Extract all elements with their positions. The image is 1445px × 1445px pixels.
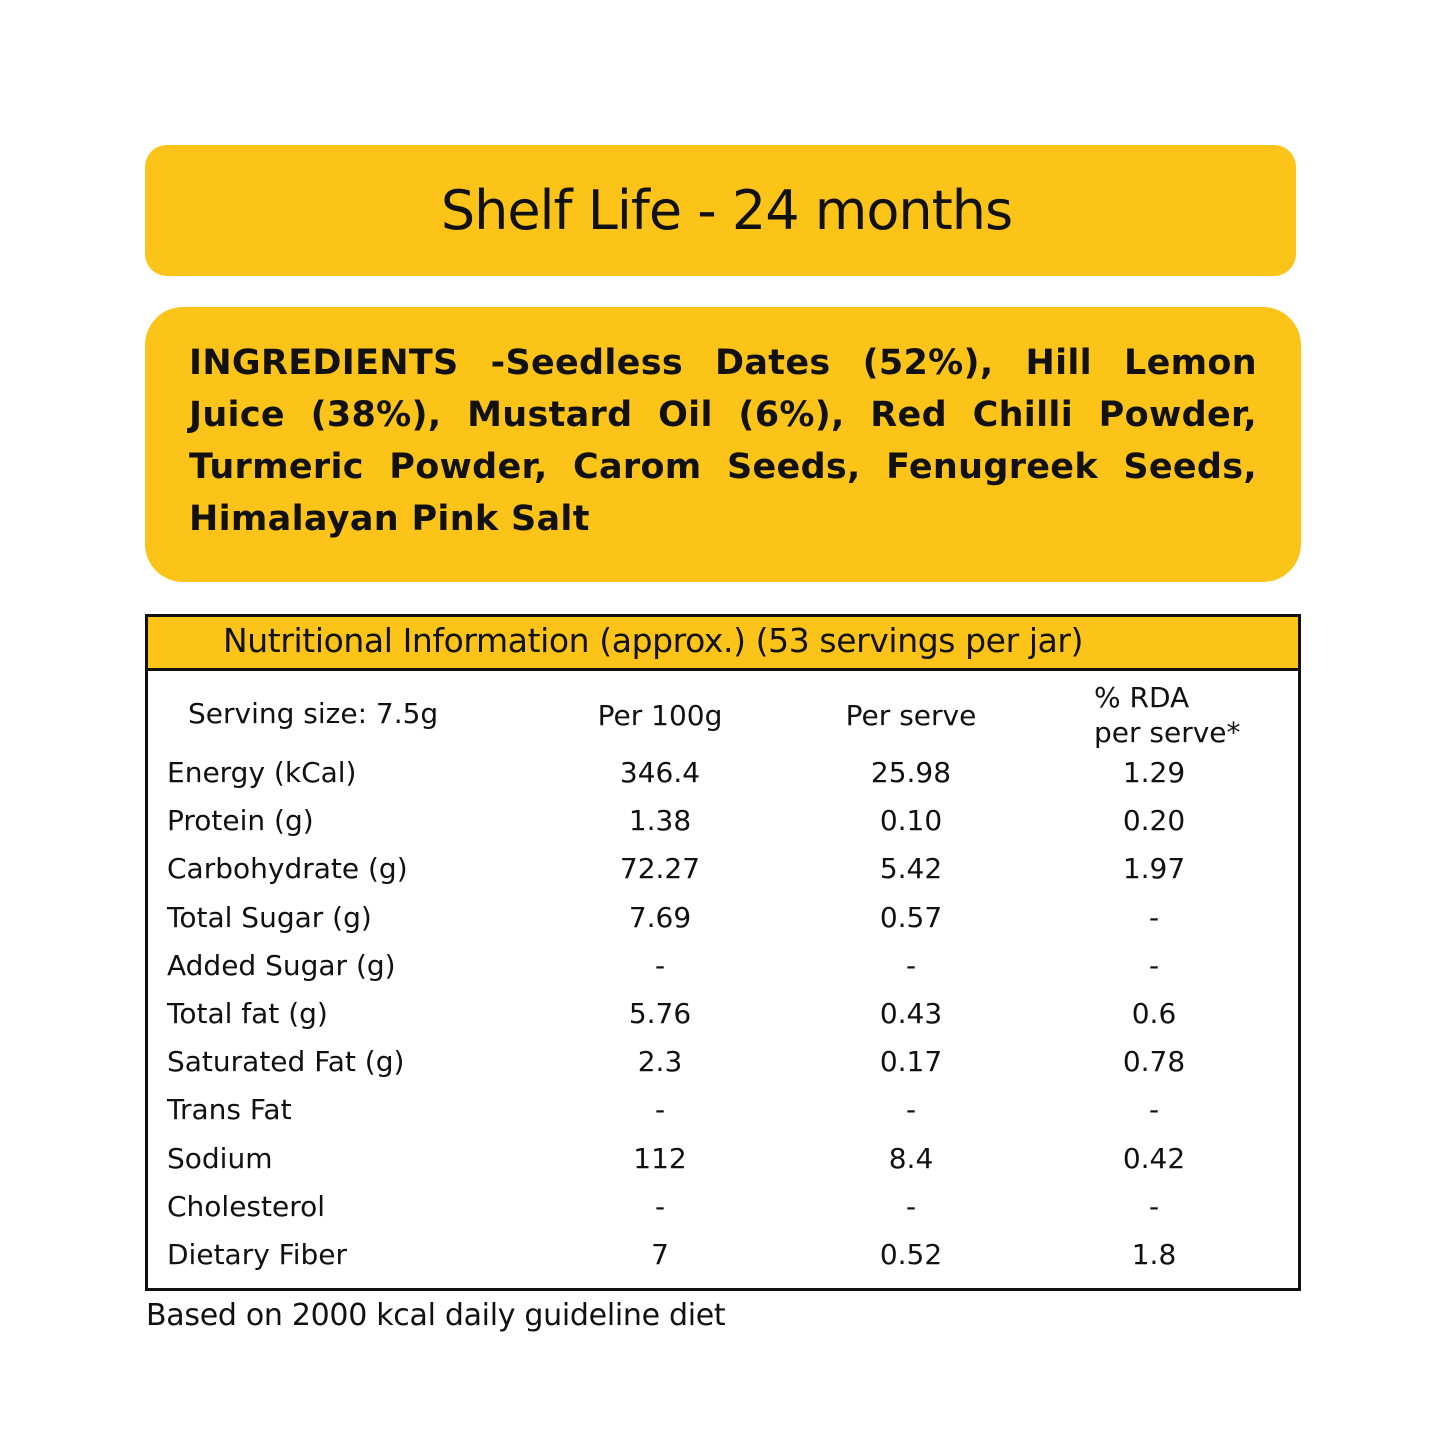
per-serve-header: Per serve bbox=[845, 699, 977, 732]
per-100g-value: 7 bbox=[651, 1238, 669, 1271]
nutrition-table: Nutritional Information (approx.) (53 se… bbox=[145, 614, 1301, 1291]
table-row: Saturated Fat (g) 2.3 0.17 0.78 bbox=[148, 1042, 1298, 1090]
ingredients-panel: INGREDIENTS -Seedless Dates (52%), Hill … bbox=[145, 307, 1301, 582]
nutrient-name: Energy (kCal) bbox=[167, 756, 357, 789]
per-100g-value: 2.3 bbox=[637, 1045, 683, 1079]
nutrition-table-title: Nutritional Information (approx.) (53 se… bbox=[223, 621, 1084, 660]
per-100g-value: - bbox=[654, 948, 666, 982]
nutrient-name: Added Sugar (g) bbox=[167, 948, 396, 982]
per-100g-value: - bbox=[654, 1189, 666, 1223]
table-row: Protein (g) 1.38 0.10 0.20 bbox=[148, 801, 1298, 849]
per-100g-value: - bbox=[654, 1093, 666, 1127]
per-serve-value: 0.17 bbox=[879, 1045, 943, 1079]
rda-value: - bbox=[1148, 1093, 1160, 1127]
per-serve-value: - bbox=[905, 1189, 917, 1223]
serving-size-header: Serving size: 7.5g bbox=[188, 697, 439, 730]
per-serve-value: 0.57 bbox=[879, 900, 943, 934]
nutrient-name: Cholesterol bbox=[167, 1189, 326, 1223]
nutrition-table-header: Nutritional Information (approx.) (53 se… bbox=[148, 617, 1298, 671]
table-row: Sodium 112 8.4 0.42 bbox=[148, 1139, 1298, 1187]
per-100g-value: 7.69 bbox=[628, 900, 692, 934]
nutrient-name: Protein (g) bbox=[167, 804, 314, 838]
per-serve-value: 25.98 bbox=[870, 756, 952, 789]
rda-value: 0.6 bbox=[1131, 997, 1177, 1030]
rda-value: 0.78 bbox=[1122, 1045, 1186, 1079]
rda-value: - bbox=[1148, 948, 1160, 982]
rda-value: 0.20 bbox=[1122, 804, 1186, 838]
table-row: Total Sugar (g) 7.69 0.57 - bbox=[148, 898, 1298, 946]
per-serve-value: 5.42 bbox=[879, 852, 943, 886]
per-serve-value: - bbox=[905, 1093, 917, 1127]
table-row: Total fat (g) 5.76 0.43 0.6 bbox=[148, 994, 1298, 1042]
ingredients-text: INGREDIENTS -Seedless Dates (52%), Hill … bbox=[189, 343, 1257, 539]
per-serve-value: 0.52 bbox=[879, 1238, 943, 1271]
table-row: Dietary Fiber 7 0.52 1.8 bbox=[148, 1235, 1298, 1283]
nutrient-name: Trans Fat bbox=[167, 1093, 292, 1127]
per-100g-value: 1.38 bbox=[628, 804, 692, 838]
nutrient-name: Saturated Fat (g) bbox=[167, 1045, 405, 1079]
table-row: Carbohydrate (g) 72.27 5.42 1.97 bbox=[148, 849, 1298, 897]
per-serve-value: 8.4 bbox=[888, 1141, 934, 1175]
table-row: Cholesterol - - - bbox=[148, 1187, 1298, 1235]
table-row: Energy (kCal) 346.4 25.98 1.29 bbox=[148, 753, 1298, 801]
per-serve-value: - bbox=[905, 948, 917, 982]
nutrient-name: Total fat (g) bbox=[167, 997, 328, 1030]
rda-header-line2: per serve* bbox=[1094, 716, 1241, 749]
rda-value: - bbox=[1148, 1189, 1160, 1223]
rda-value: 1.29 bbox=[1122, 756, 1186, 789]
per-100g-value: 72.27 bbox=[619, 852, 701, 886]
nutrient-name: Carbohydrate (g) bbox=[167, 852, 408, 886]
shelf-life-banner: Shelf Life - 24 months bbox=[145, 145, 1296, 276]
rda-header-line1: % RDA bbox=[1094, 681, 1190, 714]
per-serve-value: 0.43 bbox=[879, 997, 943, 1030]
per-100g-header: Per 100g bbox=[597, 699, 723, 732]
nutrient-name: Dietary Fiber bbox=[167, 1238, 348, 1271]
shelf-life-text: Shelf Life - 24 months bbox=[440, 179, 1013, 242]
footnote: Based on 2000 kcal daily guideline diet bbox=[146, 1298, 726, 1333]
rda-value: 1.8 bbox=[1131, 1238, 1177, 1271]
rda-value: 1.97 bbox=[1122, 852, 1186, 886]
per-100g-value: 346.4 bbox=[619, 756, 701, 789]
nutrient-name: Total Sugar (g) bbox=[167, 900, 372, 934]
per-100g-value: 5.76 bbox=[628, 997, 692, 1030]
rda-value: 0.42 bbox=[1122, 1141, 1186, 1175]
nutrient-name: Sodium bbox=[167, 1141, 273, 1175]
per-serve-value: 0.10 bbox=[879, 804, 943, 838]
per-100g-value: 112 bbox=[633, 1141, 687, 1175]
rda-value: - bbox=[1148, 900, 1160, 934]
table-row: Trans Fat - - - bbox=[148, 1090, 1298, 1138]
table-row: Added Sugar (g) - - - bbox=[148, 946, 1298, 994]
